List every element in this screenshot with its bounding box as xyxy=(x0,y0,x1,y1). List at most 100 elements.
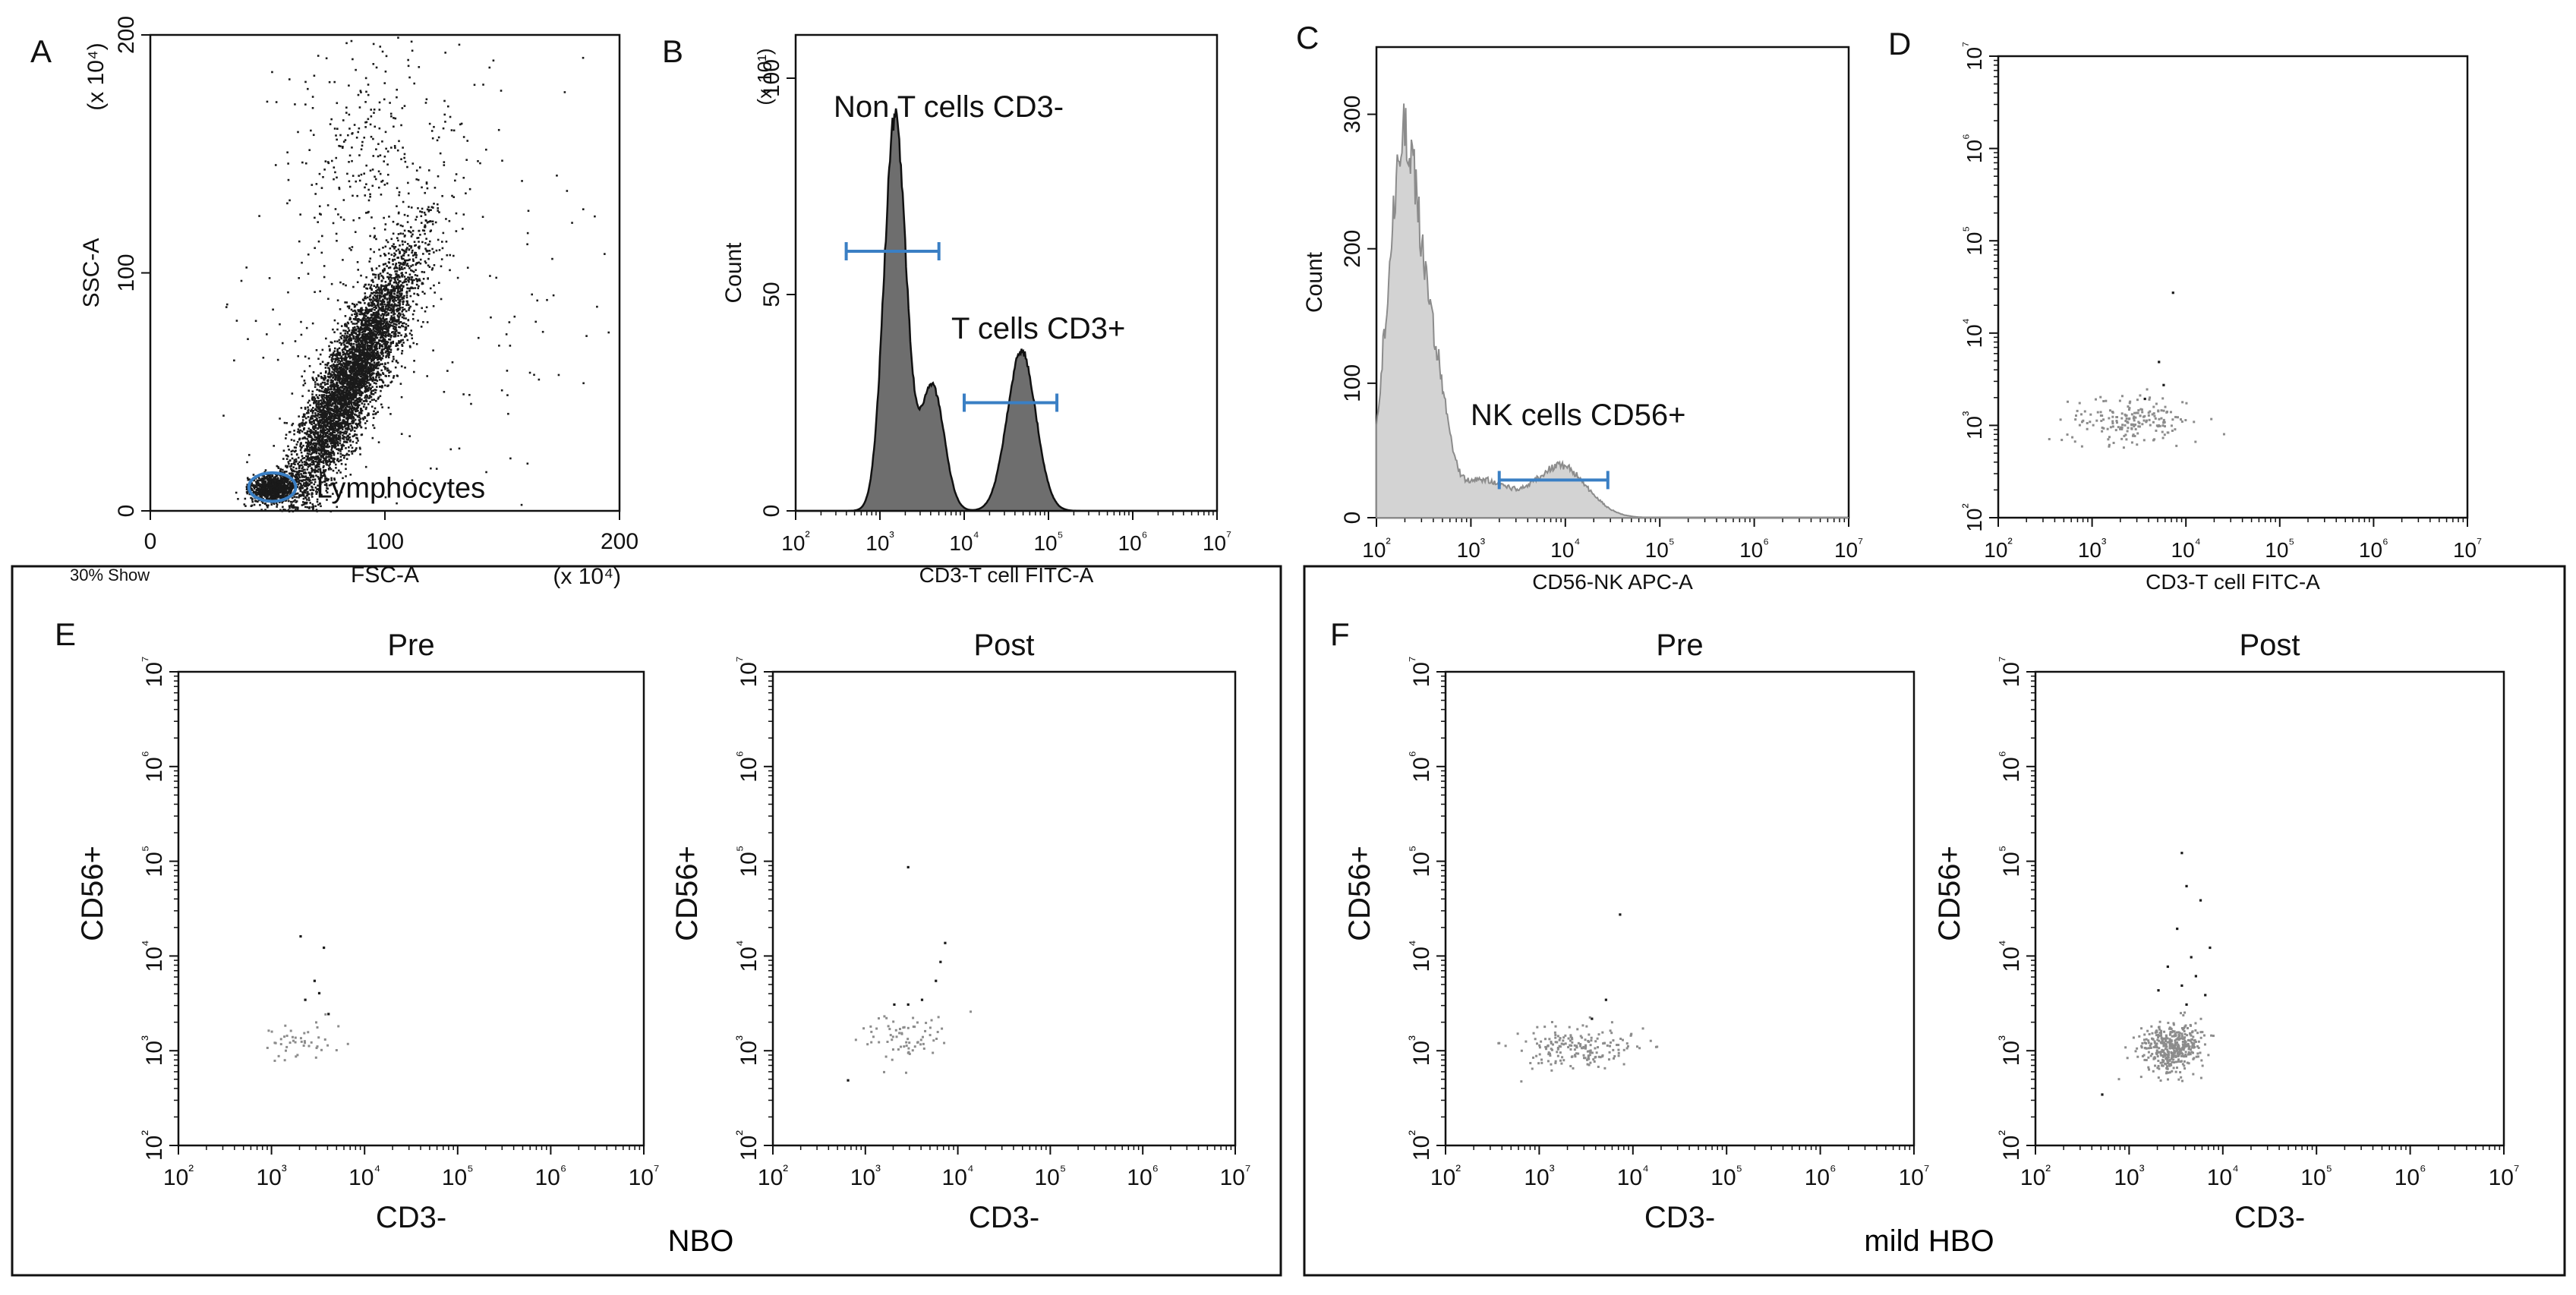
scatter-point xyxy=(355,433,358,436)
scatter-point xyxy=(389,281,392,283)
scatter-point xyxy=(328,392,331,394)
scatter-point xyxy=(361,359,364,362)
scatter-point xyxy=(417,294,420,297)
scatter-point xyxy=(383,253,386,255)
scatter-point xyxy=(391,303,393,306)
scatter-point xyxy=(426,208,429,211)
scatter-point xyxy=(397,298,399,301)
scatter-point xyxy=(311,452,314,455)
scatter-point xyxy=(372,355,375,358)
scatter-point xyxy=(350,356,353,358)
scatter-point xyxy=(355,336,358,338)
scatter-point xyxy=(357,354,360,357)
scatter-point xyxy=(452,196,455,198)
scatter-point xyxy=(377,352,380,354)
scatter-point xyxy=(322,411,325,414)
scatter-point xyxy=(373,366,376,368)
scatter-point xyxy=(333,410,335,412)
scatter-point xyxy=(377,320,380,323)
scatter-point xyxy=(361,361,363,364)
scatter-point xyxy=(390,315,393,317)
scatter-point xyxy=(336,395,339,398)
scatter-point xyxy=(392,220,395,223)
scatter-point xyxy=(288,430,292,433)
scatter-point xyxy=(337,448,340,450)
scatter-point xyxy=(364,354,367,358)
scatter-point xyxy=(305,477,308,479)
scatter-point xyxy=(414,287,417,289)
scatter-point xyxy=(393,301,395,303)
scatter-point xyxy=(310,436,312,439)
scatter-point xyxy=(397,301,400,304)
scatter-point xyxy=(384,263,387,265)
scatter-point xyxy=(384,333,387,336)
scatter-point xyxy=(380,378,383,381)
scatter-point xyxy=(399,326,402,329)
scatter-point xyxy=(345,468,347,471)
scatter-point xyxy=(396,273,398,276)
scatter-point xyxy=(298,415,300,417)
scatter-point xyxy=(325,446,327,449)
scatter-point xyxy=(365,365,367,367)
scatter-point xyxy=(348,397,352,400)
scatter-point xyxy=(426,221,429,224)
scatter-point xyxy=(381,332,384,334)
scatter-point xyxy=(348,449,350,452)
scatter-point xyxy=(370,291,373,295)
scatter-point xyxy=(333,412,336,415)
scatter-point xyxy=(407,230,410,232)
scatter-point xyxy=(323,379,326,381)
scatter-point xyxy=(291,392,294,395)
scatter-point xyxy=(307,411,310,414)
scatter-point xyxy=(359,355,362,358)
scatter-point xyxy=(364,342,367,345)
scatter-point xyxy=(316,432,319,434)
scatter-point xyxy=(340,377,342,380)
scatter-point xyxy=(402,306,404,309)
scatter-point xyxy=(352,373,355,376)
scatter-point xyxy=(318,389,320,392)
scatter-point xyxy=(358,318,360,320)
scatter-point xyxy=(285,471,288,473)
scatter-point xyxy=(314,439,317,442)
scatter-point xyxy=(357,373,360,376)
scatter-point xyxy=(359,362,362,365)
scatter-point xyxy=(405,300,408,303)
scatter-point xyxy=(363,355,365,358)
scatter-point xyxy=(369,388,372,391)
scatter-point xyxy=(323,449,326,452)
scatter-point xyxy=(383,289,386,292)
scatter-point xyxy=(352,323,355,325)
scatter-point xyxy=(410,269,412,272)
scatter-point xyxy=(340,363,343,366)
scatter-point xyxy=(333,399,336,402)
scatter-point xyxy=(367,341,370,344)
scatter-point xyxy=(376,324,379,326)
scatter-point xyxy=(276,506,278,508)
scatter-point xyxy=(337,374,340,377)
scatter-point xyxy=(412,260,415,262)
scatter-point xyxy=(359,447,361,450)
scatter-point xyxy=(328,484,331,487)
scatter-point xyxy=(333,358,335,361)
scatter-point xyxy=(352,332,355,334)
scatter-point xyxy=(313,451,316,454)
scatter-point xyxy=(415,254,418,257)
scatter-point xyxy=(336,368,339,371)
scatter-point xyxy=(329,373,332,375)
scatter-point xyxy=(341,348,344,351)
scatter-point xyxy=(361,324,363,327)
scatter-point xyxy=(352,310,355,313)
scatter-point xyxy=(311,475,313,477)
scatter-point xyxy=(351,333,353,336)
scatter-point xyxy=(308,457,311,460)
scatter-point xyxy=(363,285,365,288)
scatter-point xyxy=(307,410,309,412)
scatter-point xyxy=(368,374,371,377)
scatter-point xyxy=(326,450,329,452)
scatter-point xyxy=(352,331,354,334)
scatter-point xyxy=(370,314,373,317)
scatter-point xyxy=(329,419,332,422)
scatter-point xyxy=(377,315,380,318)
